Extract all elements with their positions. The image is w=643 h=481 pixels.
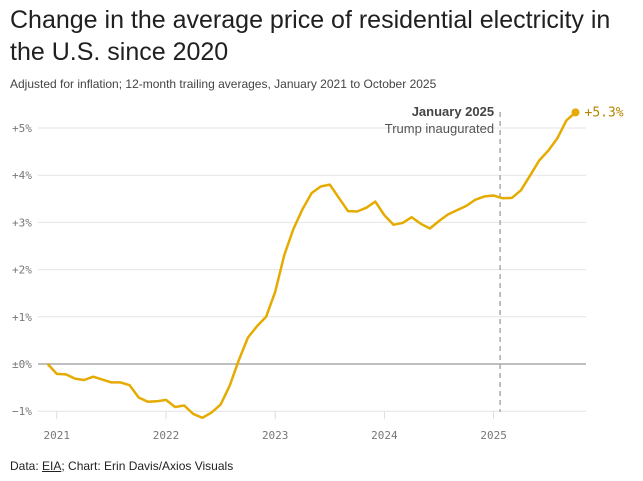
chart-title: Change in the average price of residenti… <box>10 6 611 66</box>
annotation-text: Trump inaugurated <box>385 121 494 136</box>
y-tick-label: −1% <box>12 405 32 418</box>
y-tick-label: +1% <box>12 311 32 324</box>
x-tick-label: 2024 <box>371 429 398 442</box>
x-tick-label: 2021 <box>44 429 71 442</box>
series: +5.3% <box>46 105 624 420</box>
source-credit: Data: EIA; Chart: Erin Davis/Axios Visua… <box>10 459 233 473</box>
source-prefix: Data: <box>10 459 43 473</box>
x-tick-label: 2025 <box>480 429 507 442</box>
y-axis: +5% +4% +3% +2% +1% ±0% −1% <box>12 122 32 418</box>
annotation-date: January 2025 <box>412 104 494 119</box>
gridlines <box>38 127 586 412</box>
x-axis: 2021 2022 2023 2024 2025 <box>44 411 507 442</box>
credit-text: ; Chart: Erin Davis/Axios Visuals <box>61 459 234 473</box>
x-tick-label: 2023 <box>262 429 289 442</box>
chart-subtitle: Adjusted for inflation; 12-month trailin… <box>10 77 437 91</box>
y-tick-label: +3% <box>12 216 32 229</box>
x-tick-label: 2022 <box>153 429 180 442</box>
y-tick-label: +5% <box>12 122 32 135</box>
price-change-line <box>46 111 577 420</box>
end-point-marker <box>571 108 580 117</box>
y-tick-label: +2% <box>12 264 32 277</box>
y-tick-label: +4% <box>12 169 32 182</box>
end-value-label: +5.3% <box>585 105 624 120</box>
annotation: January 2025 Trump inaugurated <box>385 104 501 412</box>
y-tick-label: ±0% <box>12 358 32 371</box>
source-link-eia[interactable]: EIA <box>42 459 62 473</box>
